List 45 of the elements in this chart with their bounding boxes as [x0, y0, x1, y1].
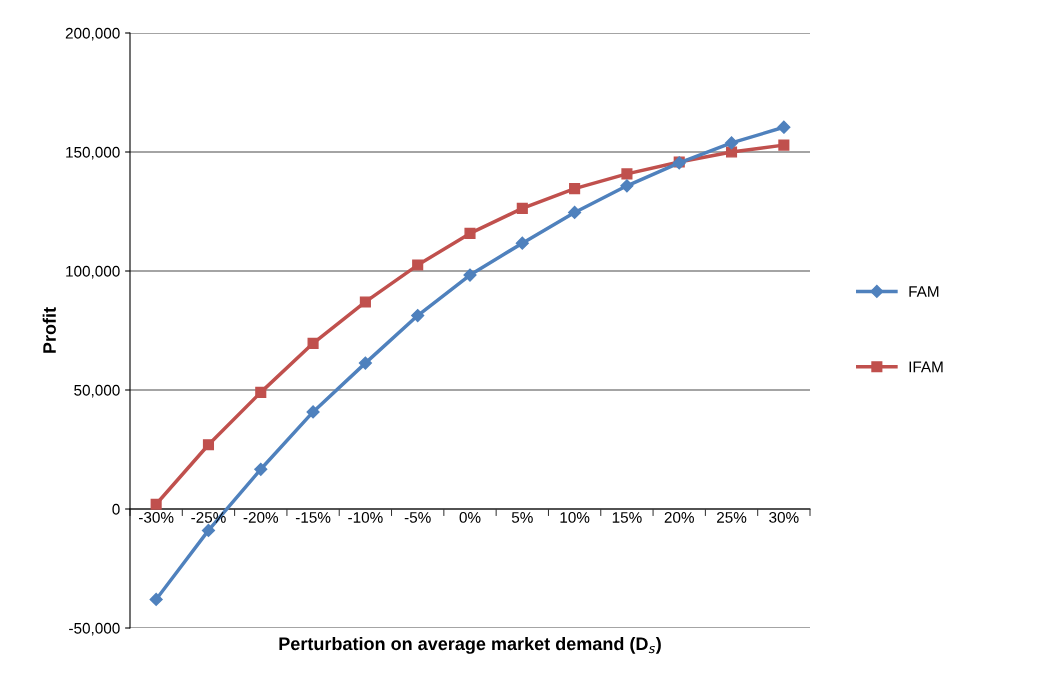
x-tick-label: 30%	[769, 512, 799, 523]
y-tick-label: 50,000	[74, 384, 120, 398]
point	[412, 259, 424, 271]
point	[358, 356, 372, 370]
x-tick-label: 15%	[612, 512, 642, 523]
x-tick-label: 0%	[459, 512, 481, 523]
point	[463, 268, 477, 282]
point	[306, 405, 320, 419]
y-tick-label: 150,000	[66, 146, 120, 160]
y-tick-label: 0	[112, 503, 120, 515]
x-tick-label: 20%	[664, 512, 694, 523]
y-tick-label: 100,000	[66, 265, 120, 279]
point	[150, 498, 162, 510]
x-tick-label: -30%	[139, 512, 174, 523]
x-tick-label: 25%	[717, 512, 747, 523]
legend-label: IFAM	[909, 361, 943, 373]
point	[777, 120, 791, 134]
point	[411, 308, 425, 323]
y-tick-label: 200,000	[65, 27, 120, 41]
x-axis-title: Perturbation on average market demand (D$_{s}$)	[279, 636, 661, 654]
point	[724, 136, 739, 150]
y-axis-title: Profit	[42, 307, 56, 353]
x-tick-label: 10%	[560, 512, 590, 523]
x-tick-label: -10%	[348, 512, 383, 523]
point	[620, 179, 634, 193]
point	[202, 439, 215, 451]
x-tick-label: -5%	[404, 512, 431, 523]
point	[621, 168, 633, 180]
point	[568, 205, 582, 220]
point	[569, 183, 581, 195]
point	[307, 337, 319, 349]
legend-label: FAM	[909, 286, 939, 297]
point	[515, 236, 529, 250]
x-tick-label: -20%	[243, 512, 279, 523]
point	[255, 386, 267, 398]
point	[254, 462, 268, 476]
point	[359, 296, 371, 308]
point	[201, 523, 216, 538]
point	[149, 592, 163, 607]
point	[516, 202, 528, 214]
point	[464, 227, 476, 239]
x-tick-label: -15%	[295, 512, 331, 523]
x-tick-label: 5%	[511, 512, 533, 523]
y-tick-label: -50,000	[69, 622, 120, 636]
point	[778, 139, 790, 151]
